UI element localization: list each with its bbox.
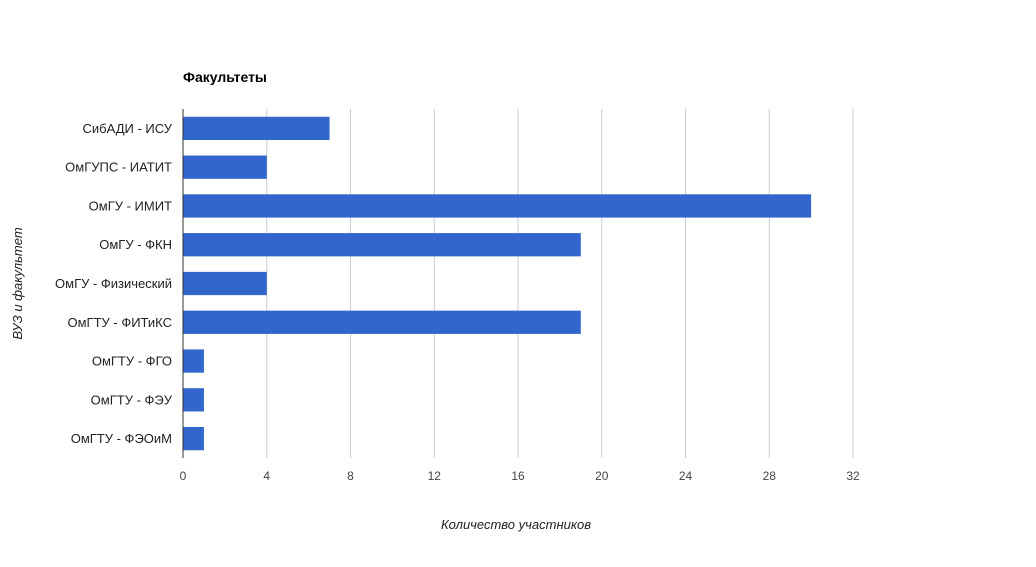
bar[interactable] — [183, 116, 330, 141]
x-tick-label: 12 — [428, 469, 442, 483]
y-axis-title: ВУЗ и факультет — [10, 227, 25, 339]
bar[interactable] — [183, 271, 267, 296]
x-tick-label: 8 — [347, 469, 354, 483]
grid-lines — [266, 109, 854, 458]
category-label: СибАДИ - ИСУ — [83, 121, 173, 136]
x-tick-label: 32 — [846, 469, 860, 483]
bar[interactable] — [183, 388, 204, 412]
bar[interactable] — [183, 349, 204, 373]
category-label: ОмГУ - ФКН — [99, 237, 172, 252]
x-tick-label: 20 — [595, 469, 609, 483]
category-label: ОмГТУ - ФЭУ — [91, 392, 173, 407]
x-tick-label: 28 — [763, 469, 777, 483]
bar[interactable] — [183, 426, 204, 451]
category-label: ОмГУ - ИМИТ — [89, 198, 172, 213]
bar[interactable] — [183, 155, 267, 179]
bar[interactable] — [183, 233, 581, 257]
x-tick-label: 16 — [511, 469, 525, 483]
x-tick-labels: 0 4 8 12 16 20 24 28 32 — [180, 469, 860, 483]
x-axis-title: Количество участников — [441, 517, 591, 532]
category-label: ОмГТУ - ФЭОиМ — [71, 431, 172, 446]
category-labels: СибАДИ - ИСУ ОмГУПС - ИАТИТ ОмГУ - ИМИТ ОмГ… — [55, 121, 173, 446]
bar[interactable] — [183, 310, 581, 334]
chart-title: Факультеты — [183, 69, 267, 85]
x-tick-label: 24 — [679, 469, 693, 483]
category-label: ОмГУ - Физический — [55, 276, 172, 291]
bar[interactable] — [183, 194, 812, 218]
x-tick-label: 4 — [263, 469, 270, 483]
bars — [183, 116, 812, 451]
category-label: ОмГТУ - ФИТиКС — [67, 315, 172, 330]
x-tick-label: 0 — [180, 469, 187, 483]
category-label: ОмГУПС - ИАТИТ — [65, 160, 172, 175]
category-label: ОмГТУ - ФГО — [92, 354, 172, 369]
